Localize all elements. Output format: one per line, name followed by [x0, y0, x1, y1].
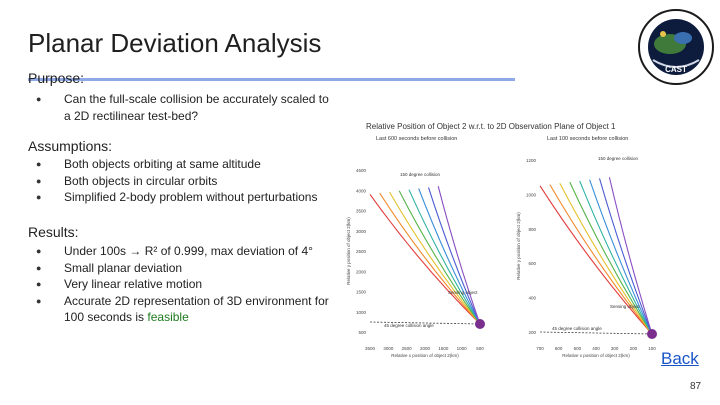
purpose-list: Can the full-scale collision be accurate… — [36, 91, 329, 124]
collision-45-deg-line — [539, 331, 653, 335]
plot-annotation: 150 degree collision — [598, 156, 639, 161]
trajectory-line-135-deg — [598, 178, 653, 335]
y-tick-label: 2500 — [356, 249, 367, 254]
x-tick-label: 600 — [555, 346, 563, 351]
assumptions-list: Both objects orbiting at same altitude B… — [36, 156, 317, 206]
assumption-item: Both objects in circular orbits — [36, 173, 317, 190]
title-underline — [28, 78, 515, 81]
relative-position-plots: 4500 4000 3500 3000 2500 2000 1500 1000 500 3500 3… — [346, 156, 657, 358]
purpose-heading: Purpose: — [28, 70, 85, 86]
x-axis-label: Relative x position of object 2(km) — [562, 353, 630, 358]
trajectory-line-60-deg — [379, 192, 481, 325]
y-tick-label: 3000 — [356, 229, 367, 234]
svg-text:CAST: CAST — [665, 65, 687, 74]
x-tick-label: 100 — [648, 346, 656, 351]
y-tick-label: 1000 — [526, 192, 537, 197]
trajectory-line-75-deg — [559, 183, 653, 335]
plot-annotation: Sensing object — [610, 304, 640, 309]
result-item: Small planar deviation — [36, 260, 329, 277]
trajectory-line-45-deg — [369, 193, 481, 325]
result-item: Under 100s → R² of 0.999, max deviation … — [36, 243, 329, 260]
x-tick-label: 3000 — [383, 346, 394, 351]
sensing-object-marker — [475, 319, 485, 329]
x-tick-label: 1000 — [457, 346, 468, 351]
trajectory-line-150-deg — [608, 177, 653, 335]
panel-left-subtitle: Last 600 seconds before collision — [376, 136, 458, 142]
trajectory-line-120-deg — [589, 179, 653, 335]
trajectory-line-45-deg — [539, 185, 653, 335]
trajectory-line-75-deg — [389, 191, 481, 325]
purpose-item-continued: a 2D rectilinear test-bed? — [64, 108, 199, 123]
x-axis-label: Relative x position of object 2(km) — [391, 353, 459, 358]
plot-annotation: 150 degree collision — [400, 172, 441, 177]
feasible-word: feasible — [147, 310, 189, 324]
x-tick-label: 3500 — [365, 346, 376, 351]
results-list: Under 100s → R² of 0.999, max deviation … — [36, 243, 329, 326]
y-tick-label: 1200 — [526, 158, 537, 163]
assumptions-heading: Assumptions: — [28, 138, 113, 154]
slide-title: Planar Deviation Analysis — [28, 28, 322, 58]
sensing-object-marker — [647, 329, 657, 339]
trajectory-line-150-deg — [437, 186, 481, 325]
y-tick-label: 1500 — [356, 290, 367, 295]
plot-annotation: 45 degree collision angle — [384, 323, 434, 328]
y-axis-label: Relative y position of object 2(km) — [516, 212, 521, 280]
trajectory-line-105-deg — [579, 180, 653, 335]
page-number: 87 — [690, 381, 702, 392]
back-link[interactable]: Back — [661, 349, 699, 368]
assumption-item: Both objects orbiting at same altitude — [36, 156, 317, 173]
y-tick-label: 800 — [528, 227, 536, 232]
y-tick-label: 3500 — [356, 209, 367, 214]
x-tick-label: 400 — [592, 346, 600, 351]
result-tail-text: 100 seconds is — [64, 310, 148, 324]
trajectory-line-90-deg — [398, 190, 481, 325]
x-tick-label: 500 — [574, 346, 582, 351]
plot-annotation: 45 degree collision angle — [552, 326, 602, 331]
panel-right-subtitle: Last 100 seconds before collision — [547, 136, 629, 142]
trajectory-line-105-deg — [408, 189, 481, 325]
result-item: Very linear relative motion — [36, 276, 329, 293]
trajectory-line-90-deg — [569, 181, 653, 335]
y-tick-label: 200 — [528, 330, 536, 335]
plot-title: Relative Position of Object 2 w.r.t. to … — [366, 122, 616, 131]
result-item: Accurate 2D representation of 3D environ… — [36, 293, 329, 310]
results-heading: Results: — [28, 224, 79, 240]
x-tick-label: 500 — [476, 346, 484, 351]
trajectory-line-120-deg — [418, 188, 481, 325]
assumption-item: Simplified 2-body problem without pertur… — [36, 189, 317, 206]
purpose-item: Can the full-scale collision be accurate… — [36, 91, 329, 108]
y-tick-label: 500 — [358, 330, 366, 335]
cast-logo-icon: CAST — [638, 9, 714, 85]
y-tick-label: 600 — [528, 261, 536, 266]
y-axis-label: Relative y position of object 2(km) — [346, 217, 351, 285]
result-item-continued: 100 seconds is feasible — [36, 309, 329, 326]
y-tick-label: 1000 — [356, 310, 367, 315]
x-tick-label: 700 — [536, 346, 544, 351]
x-tick-label: 300 — [611, 346, 619, 351]
collision-45-deg-line — [369, 321, 481, 325]
trajectory-line-135-deg — [427, 187, 481, 325]
x-tick-label: 2500 — [402, 346, 413, 351]
y-tick-label: 2000 — [356, 269, 367, 274]
y-tick-label: 4500 — [356, 168, 367, 173]
x-tick-label: 1500 — [438, 346, 449, 351]
y-tick-label: 400 — [528, 296, 536, 301]
trajectory-line-60-deg — [549, 184, 653, 335]
x-tick-label: 2000 — [420, 346, 431, 351]
x-tick-label: 200 — [630, 346, 638, 351]
y-tick-label: 4000 — [356, 188, 367, 193]
plot-annotation: Sensing object — [448, 290, 478, 295]
